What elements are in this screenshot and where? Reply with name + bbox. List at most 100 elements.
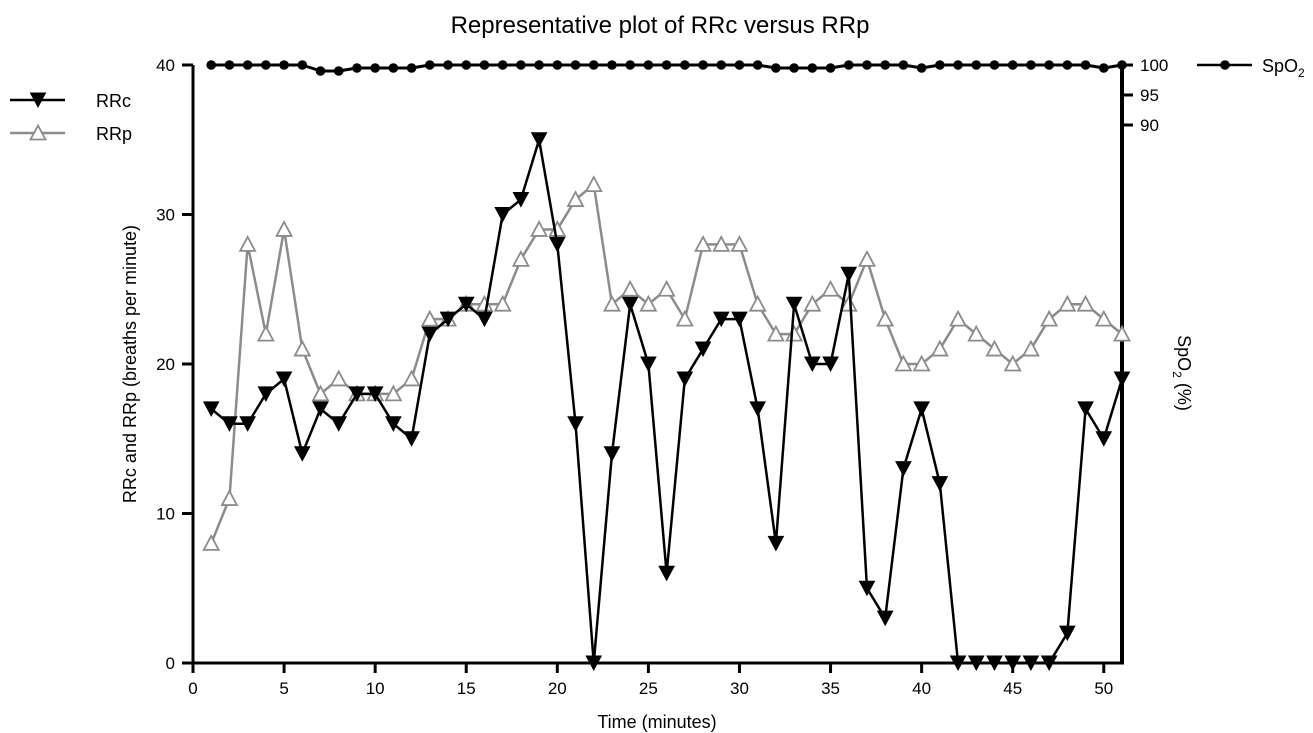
rrp-point	[821, 279, 840, 297]
rrc-point	[640, 356, 657, 373]
rrc-point	[749, 401, 767, 417]
spo2-point	[916, 63, 927, 73]
x-tick-label: 30	[730, 679, 749, 698]
rrc-point	[1077, 401, 1094, 417]
rrc-point	[603, 446, 621, 462]
rrc-point	[548, 236, 566, 253]
rrp-point	[493, 294, 512, 312]
rrc-point	[986, 655, 1003, 672]
legend-rrp-label: RRp	[96, 124, 132, 144]
rrc-point	[330, 416, 348, 432]
rrc-point	[949, 655, 967, 672]
spo2-point	[680, 60, 690, 70]
axes: 0 5 10 15 20 25 30 35 40 45 50 0 10 20 30 40 90 95 100	[156, 56, 1168, 698]
rrc-point	[530, 132, 548, 148]
rrp-point	[766, 324, 785, 342]
rrp-point	[275, 220, 294, 237]
rrc-point	[476, 311, 493, 328]
spo2-point	[479, 60, 490, 70]
rrp-point	[1076, 294, 1095, 312]
spo2-point	[497, 60, 508, 70]
spo2-point	[570, 60, 581, 70]
rrp-point	[1040, 309, 1059, 327]
spo2-point	[297, 60, 308, 70]
spo2-point	[588, 60, 599, 70]
legend-rrp-marker	[28, 123, 48, 141]
rrc-line	[210, 138, 1124, 665]
x-tick-label: 40	[912, 679, 931, 698]
rrc-point	[348, 386, 366, 402]
rrp-point	[420, 309, 439, 327]
rrc-point	[731, 311, 748, 328]
spo2-point	[752, 60, 763, 70]
rrc-point	[967, 655, 985, 672]
rrc-point	[1059, 625, 1076, 642]
spo2-point	[534, 60, 544, 70]
spo2-point	[807, 63, 818, 73]
rrp-point	[602, 294, 621, 312]
y-tick-label: 10	[156, 505, 175, 524]
rrc-point	[840, 266, 858, 283]
rrc-point	[202, 401, 220, 417]
rrc-point	[876, 610, 894, 627]
rrc-point	[822, 356, 839, 373]
spo2-point	[516, 60, 526, 70]
spo2-point	[716, 60, 727, 70]
spo2-point	[843, 60, 854, 70]
rrc-point	[239, 416, 256, 432]
rrp-point	[857, 249, 876, 267]
legend-rrc-label: RRc	[96, 91, 131, 111]
spo2-point	[625, 60, 635, 70]
rrp-line	[210, 183, 1123, 544]
rrp-point	[202, 533, 221, 551]
spo2-point	[333, 66, 344, 76]
x-axis-label: Time (minutes)	[597, 712, 716, 732]
spo2-point	[443, 60, 453, 70]
x-tick-label: 15	[457, 679, 476, 698]
rrc-point	[913, 401, 930, 417]
rrp-point	[985, 339, 1004, 357]
rrp-point	[1058, 294, 1077, 312]
rrp-point	[894, 354, 913, 372]
rrc-point	[585, 655, 603, 672]
x-tick-label: 50	[1094, 679, 1113, 698]
rrc-point	[803, 356, 821, 373]
y2-tick-label: 95	[1140, 86, 1159, 105]
spo2-point	[425, 60, 435, 70]
rrc-point	[658, 565, 675, 582]
rrp-point	[675, 309, 694, 327]
spo2-point	[1026, 60, 1036, 70]
rrp-point	[293, 339, 312, 357]
spo2-point	[661, 60, 672, 70]
rrc-point	[895, 461, 912, 477]
rrp-point	[712, 234, 731, 252]
chart-title: Representative plot of RRc versus RRp	[451, 12, 870, 39]
spo2-point	[825, 63, 836, 73]
rrc-point	[366, 386, 384, 402]
legend-rrc-marker	[29, 92, 47, 109]
spo2-point	[388, 63, 399, 73]
rrp-point	[402, 369, 421, 387]
y2-axis-label-sub: 2	[1170, 371, 1184, 378]
rrc-point	[621, 296, 639, 313]
spo2-point	[971, 60, 982, 70]
rrc-point	[275, 371, 293, 388]
y2-tick-label: 100	[1140, 56, 1168, 75]
rrc-point	[221, 416, 238, 432]
spo2-point	[734, 60, 745, 70]
rrp-point	[384, 384, 403, 402]
spo2-point	[862, 60, 872, 70]
rrp-point	[912, 354, 931, 372]
spo2-point	[461, 60, 472, 70]
rrp-point	[329, 369, 348, 387]
y2-axis-label: SpO2 (%)	[1170, 335, 1194, 411]
series-rrc	[202, 132, 1131, 672]
rrc-point	[293, 446, 311, 462]
rrp-point	[949, 309, 968, 327]
spo2-point	[643, 60, 654, 70]
rrc-point	[457, 296, 475, 313]
rrp-point	[839, 294, 858, 312]
rrc-point	[785, 296, 803, 313]
rrc-point	[439, 311, 457, 328]
rrc-point	[1040, 655, 1058, 672]
